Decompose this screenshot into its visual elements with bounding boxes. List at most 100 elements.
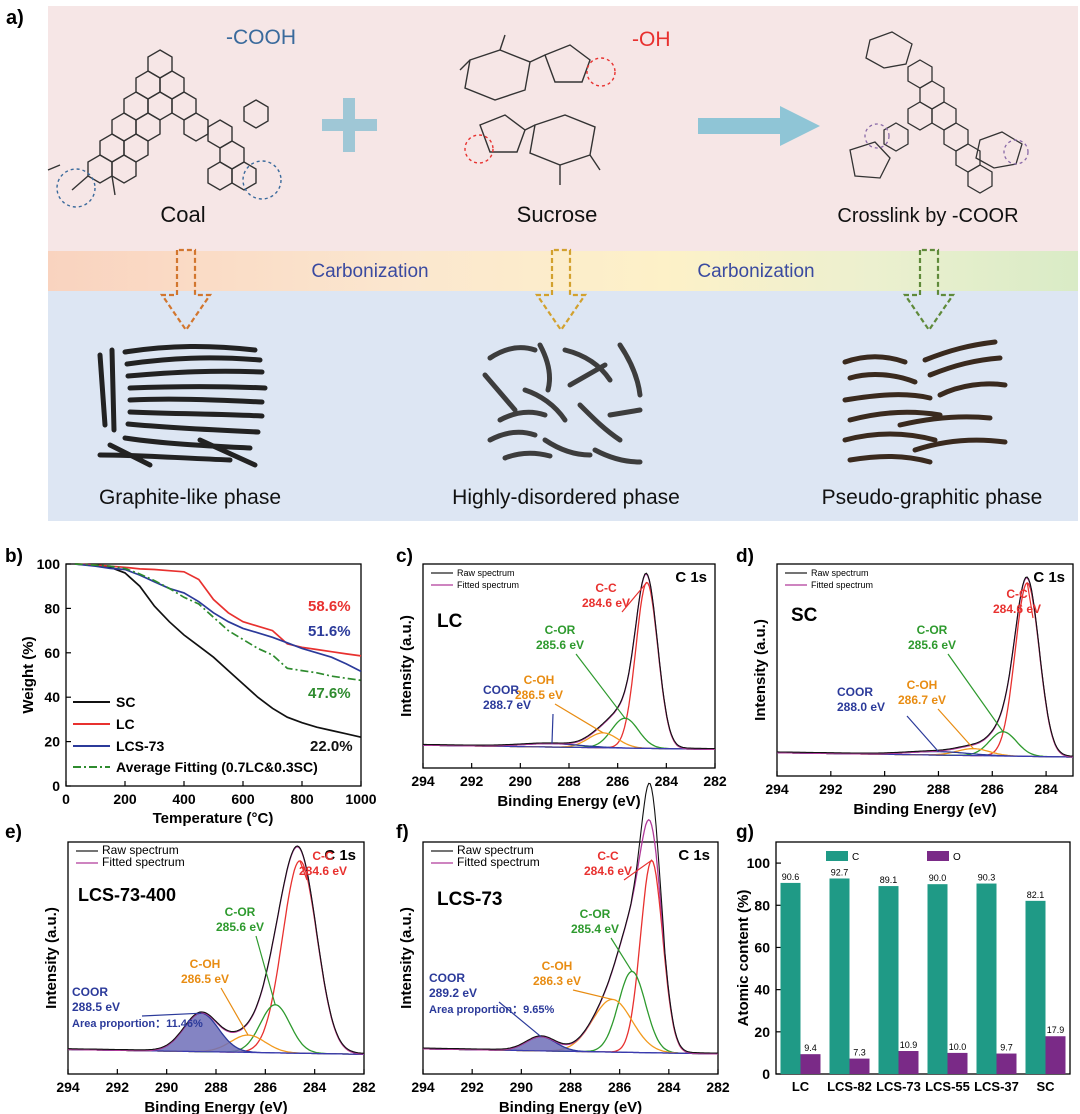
legend-label-raw: Raw spectrum xyxy=(811,568,869,578)
y-axis-title: Intensity (a.u.) xyxy=(398,615,415,717)
panel-label: e) xyxy=(5,822,22,843)
y-axis-title: Atomic content (%) xyxy=(735,890,752,1027)
peak-name-label: C-OH xyxy=(907,678,938,692)
legend-label-fitted: Fitted spectrum xyxy=(102,855,185,869)
source-name-coal: Coal xyxy=(160,202,205,227)
peak-name-label: COOR xyxy=(837,685,873,699)
x-axis-title: Binding Energy (eV) xyxy=(497,793,640,810)
series-line-lc xyxy=(74,563,362,657)
x-tick-label: 282 xyxy=(352,1079,376,1095)
peak-pointer-arrow xyxy=(937,708,974,750)
x-tick-label: 1000 xyxy=(345,791,376,807)
peak-name-label: COOR xyxy=(483,683,519,697)
peak-energy-label: 288.5 eV xyxy=(72,1000,120,1014)
y-tick-label: 100 xyxy=(37,556,61,572)
bar-value-label: 90.3 xyxy=(978,873,996,883)
core-level-label: C 1s xyxy=(324,847,356,864)
x-tick-label: 290 xyxy=(873,781,897,797)
panel-g-label: g) xyxy=(736,822,754,843)
y-tick-label: 60 xyxy=(754,939,770,955)
panel-a-label: a) xyxy=(6,7,24,29)
crosslink-molecule-structure xyxy=(849,31,1029,194)
raw-spectrum-line xyxy=(422,782,718,1054)
coor-circle-left xyxy=(864,123,890,149)
series-line-sc xyxy=(74,563,362,739)
x-tick-label: 290 xyxy=(510,1079,534,1095)
panel-b-tga-chart: b) 0 200 400 600 800 1000 0 20 40 60 80 100 Weight … xyxy=(5,546,377,827)
peak-energy-label: 285.6 eV xyxy=(536,638,584,652)
bar-o-lc xyxy=(800,1054,821,1074)
peak-pointer-arrow xyxy=(947,653,1004,733)
phase-label-graphite: Graphite-like phase xyxy=(99,486,281,509)
sample-label: LC xyxy=(437,611,463,632)
x-tick-label: 284 xyxy=(655,773,679,789)
bar-value-label: 82.1 xyxy=(1027,890,1045,900)
panel-c-xps-chart: c) Binding Energy (eV) Intensity (a.u.) 294… xyxy=(396,546,727,810)
phase-label-pseudo: Pseudo-graphitic phase xyxy=(822,486,1043,509)
bar-o-lcs-73 xyxy=(898,1051,919,1074)
panel-label: f) xyxy=(396,822,409,843)
y-axis-title: Weight (%) xyxy=(20,636,37,713)
down-arrow-icon-coal xyxy=(159,248,213,332)
x-tick-label: 290 xyxy=(509,773,533,789)
peak-pointer-arrow xyxy=(498,1001,542,1038)
peak-name-label: C-OH xyxy=(524,673,555,687)
bar-value-label: 9.7 xyxy=(1000,1043,1013,1053)
source-name-sucrose: Sucrose xyxy=(517,202,598,227)
panel-b-label: b) xyxy=(5,546,23,567)
legend-label-raw: Raw spectrum xyxy=(457,843,534,857)
phase-label-disordered: Highly-disordered phase xyxy=(452,486,680,509)
category-label: LCS-82 xyxy=(827,1079,872,1094)
x-tick-label: 284 xyxy=(1034,781,1058,797)
bar-o-sc xyxy=(1045,1036,1066,1074)
peak-pointer-arrow xyxy=(551,713,554,744)
core-level-label: C 1s xyxy=(675,569,707,586)
coor-circle-right xyxy=(1003,139,1029,165)
x-axis-title: Binding Energy (eV) xyxy=(499,1099,642,1114)
sample-label: LCS-73 xyxy=(437,889,502,910)
x-tick-label: 288 xyxy=(557,773,581,789)
peak-pointer-arrow xyxy=(621,581,648,613)
bar-value-label: 92.7 xyxy=(831,867,849,877)
sample-label: LCS-73-400 xyxy=(78,885,176,905)
peak-fill-coor xyxy=(423,1036,718,1054)
category-label: LC xyxy=(792,1079,810,1094)
x-tick-label: 286 xyxy=(606,773,630,789)
annotation-sc-final: 22.0% xyxy=(310,738,353,755)
y-tick-label: 20 xyxy=(44,734,60,750)
series-line-lcs-73 xyxy=(74,563,362,673)
y-axis-title: Intensity (a.u.) xyxy=(752,619,769,721)
peak-name-label: C-C xyxy=(1006,587,1028,601)
x-tick-label: 284 xyxy=(303,1079,327,1095)
raw-spectrum-line xyxy=(68,845,365,1054)
peak-pointer-arrow xyxy=(299,860,308,881)
y-axis-title: Intensity (a.u.) xyxy=(43,907,60,1009)
peak-name-label: C-OR xyxy=(917,623,948,637)
bar-o-lcs-37 xyxy=(996,1053,1017,1074)
x-tick-label: 286 xyxy=(981,781,1005,797)
peak-pointer-arrow xyxy=(1026,582,1034,619)
bar-o-lcs-55 xyxy=(947,1052,968,1074)
plot-frame xyxy=(775,841,1071,1075)
bar-value-label: 10.9 xyxy=(900,1040,918,1050)
y-tick-label: 20 xyxy=(754,1024,770,1040)
area-proportion-label: Area proportion：9.65% xyxy=(429,1004,555,1016)
x-tick-label: 294 xyxy=(765,781,789,797)
peak-energy-label: 284.6 eV xyxy=(584,864,632,878)
bar-c-lcs-55 xyxy=(927,884,948,1074)
x-axis-title: Binding Energy (eV) xyxy=(853,801,996,818)
peak-name-label: C-OR xyxy=(580,907,611,921)
peak-energy-label: 284.6 eV xyxy=(299,864,347,878)
oh-annotation: -OH xyxy=(632,28,671,51)
peak-name-label: COOR xyxy=(429,971,465,985)
peak-curve-c-c xyxy=(423,581,716,751)
peak-energy-label: 285.4 eV xyxy=(571,922,619,936)
x-tick-label: 292 xyxy=(460,773,484,789)
peak-pointer-arrow xyxy=(610,937,633,972)
peak-name-label: C-OH xyxy=(190,957,221,971)
x-tick-label: 294 xyxy=(56,1079,80,1095)
raw-spectrum-line xyxy=(777,576,1074,757)
peak-energy-label: 286.3 eV xyxy=(533,974,581,988)
annotation-average-final: 47.6% xyxy=(308,685,351,702)
legend-label-lc: LC xyxy=(116,716,135,732)
